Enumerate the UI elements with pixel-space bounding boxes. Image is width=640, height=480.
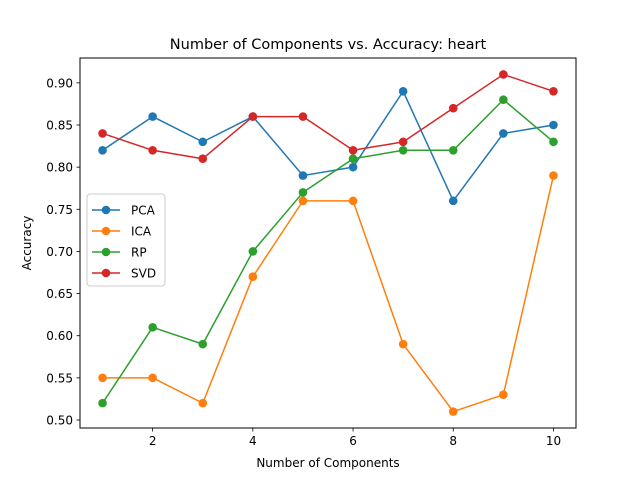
legend-item-svd: SVD [92, 267, 156, 281]
data-point-rp [448, 145, 458, 155]
legend: PCA ICA RP SVD [86, 193, 166, 287]
y-tick-label: 0.80 [46, 161, 73, 175]
data-point-pca [499, 129, 508, 138]
data-point-pca [298, 171, 308, 180]
data-point-svd [98, 129, 107, 138]
y-tick-label: 0.85 [46, 119, 73, 133]
legend-label: PCA [131, 204, 156, 218]
data-point-svd [448, 103, 458, 113]
data-point-svd [298, 112, 308, 121]
series-rp [98, 95, 558, 408]
data-point-ica [148, 373, 157, 383]
data-point-ica [248, 272, 258, 282]
series-line-svd [102, 73, 554, 160]
y-tick-label: 0.55 [46, 371, 73, 385]
data-point-svd [148, 145, 157, 155]
data-point-pca [348, 162, 358, 172]
legend-swatch-marker [101, 247, 111, 257]
data-point-ica [549, 171, 558, 180]
y-axis-ticks: 0.50 0.55 0.60 0.65 0.70 0.75 0.80 0.85 0.90 [46, 76, 80, 427]
data-point-pca [98, 145, 107, 155]
data-point-svd [198, 154, 208, 164]
legend-label: ICA [131, 225, 152, 239]
data-point-rp [398, 145, 408, 155]
data-point-rp [248, 247, 258, 256]
data-point-rp [198, 339, 208, 349]
data-point-rp [348, 154, 358, 164]
data-point-ica [398, 339, 408, 349]
data-point-pca [549, 120, 558, 130]
x-tick-label: 8 [449, 434, 457, 448]
x-tick-label: 4 [249, 434, 257, 448]
legend-item-ica: ICA [92, 225, 152, 239]
data-point-pca [198, 137, 208, 147]
legend-swatch-marker [101, 205, 111, 215]
data-point-svd [248, 112, 258, 121]
x-axis-ticks: 2 4 6 8 10 [149, 428, 561, 448]
x-tick-label: 6 [349, 434, 357, 448]
data-point-rp [549, 137, 558, 147]
series-line-ica [102, 175, 555, 413]
legend-box [86, 193, 166, 287]
data-point-ica [98, 373, 107, 383]
data-point-ica [448, 407, 458, 416]
series-svd [98, 70, 558, 164]
series-ica [98, 171, 558, 416]
data-point-pca [448, 196, 458, 206]
series-line-rp [101, 98, 554, 404]
plot-area: 2 4 6 8 10 0.500.550.600.650.700.750.800.850… [46, 57, 577, 448]
data-point-rp [298, 188, 308, 197]
data-point-rp [148, 322, 157, 332]
y-axis-label: Accuracy [20, 216, 34, 271]
data-point-svd [348, 145, 358, 155]
y-tick-label: 0.75 [46, 203, 73, 217]
legend-item-pca: PCA [92, 204, 156, 218]
data-point-pca [148, 112, 157, 121]
y-tick-label: 0.60 [46, 329, 73, 343]
y-tick-label: 0.70 [46, 245, 73, 259]
data-point-pca [398, 86, 408, 96]
chart-title: Number of Components vs. Accuracy: heart [170, 37, 487, 53]
legend-item-rp: RP [92, 246, 147, 260]
x-tick-label: 2 [149, 434, 157, 448]
data-point-ica [198, 398, 208, 408]
data-point-ica [499, 390, 508, 400]
series-line-pca [102, 90, 554, 202]
y-tick-label: 0.50 [46, 413, 73, 427]
x-tick-label: 10 [546, 434, 561, 448]
legend-label: RP [131, 246, 147, 260]
y-tick-label: 0.65 [46, 287, 73, 301]
x-axis-label: Number of Components [256, 456, 399, 470]
data-point-svd [499, 70, 508, 79]
legend-label: SVD [131, 267, 156, 281]
data-point-ica [298, 196, 308, 206]
series-layer [98, 70, 558, 416]
data-point-svd [398, 137, 408, 147]
data-point-svd [549, 86, 558, 96]
data-point-ica [348, 196, 358, 206]
data-point-rp [499, 95, 508, 105]
y-tick-label: 0.90 [46, 76, 73, 90]
legend-swatch-marker [101, 268, 111, 278]
legend-swatch-marker [101, 226, 111, 236]
plot-frame [79, 57, 577, 429]
data-point-rp [98, 398, 107, 408]
